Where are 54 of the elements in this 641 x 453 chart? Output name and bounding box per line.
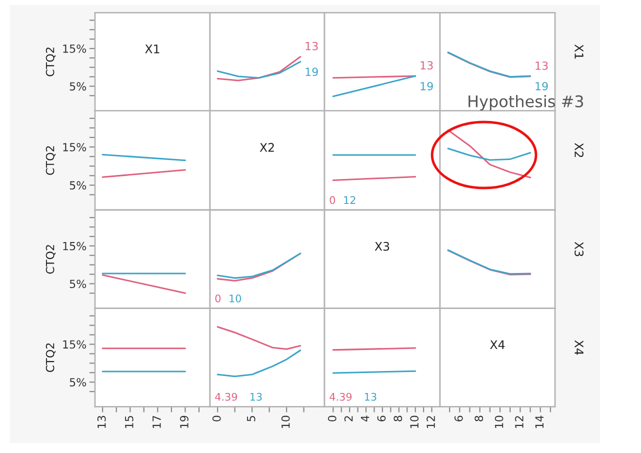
text: X3 bbox=[374, 242, 390, 251]
y2-axis-title: X2 bbox=[574, 142, 584, 158]
y-tick-label: 5% bbox=[70, 280, 86, 288]
x-tick-label: 12 bbox=[515, 416, 524, 428]
series-label: 10 bbox=[230, 294, 242, 302]
series-label: 13 bbox=[250, 392, 262, 401]
x-tick-label: 14 bbox=[535, 416, 544, 428]
series-label: 19 bbox=[420, 82, 433, 90]
x-tick-label: 10 bbox=[281, 416, 290, 428]
x-tick-label: 6 bbox=[377, 416, 386, 422]
text: X2 bbox=[260, 142, 274, 152]
y2-axis-title: X1 bbox=[574, 44, 584, 59]
y2-axis-title: X3 bbox=[574, 242, 584, 256]
y-axis-title: CTQ2 bbox=[46, 48, 56, 76]
series-label: 13 bbox=[536, 61, 548, 70]
x-tick-label: 0 bbox=[212, 416, 221, 422]
x-tick-label: 19 bbox=[180, 416, 188, 428]
series-label: 0 bbox=[330, 196, 336, 204]
annotation: Hypothesis #3 bbox=[468, 95, 584, 110]
series-label: 13 bbox=[364, 392, 376, 401]
y-tick-label: 5% bbox=[70, 181, 86, 190]
x-tick-label: 8 bbox=[394, 416, 402, 422]
y-tick-label: 15% bbox=[63, 142, 86, 152]
x-tick-label: 10 bbox=[494, 416, 504, 428]
x-tick-label: 5 bbox=[247, 416, 256, 422]
x-tick-label: 4 bbox=[360, 416, 370, 422]
y-tick-label: 5% bbox=[70, 378, 86, 386]
x-tick-label: 2 bbox=[344, 416, 353, 422]
text: 12 bbox=[344, 196, 356, 204]
x-tick-label: 17 bbox=[152, 416, 161, 428]
text: X4 bbox=[490, 340, 505, 349]
x-tick-label: 12 bbox=[426, 416, 435, 428]
series-label: 19 bbox=[306, 68, 318, 76]
y-axis-title: CTQ2 bbox=[46, 245, 56, 274]
x-tick-label: 8 bbox=[474, 416, 484, 422]
text: 4.39 bbox=[330, 392, 352, 401]
x-tick-label: 6 bbox=[454, 416, 463, 422]
y-tick-label: 15% bbox=[63, 242, 86, 250]
series-label: 13 bbox=[306, 42, 318, 50]
text: 4.39 bbox=[215, 392, 238, 401]
series-label: 13 bbox=[420, 61, 433, 70]
y-tick-label: 5% bbox=[70, 82, 86, 91]
series-label: 0 bbox=[215, 294, 221, 302]
y-axis-title: CTQ2 bbox=[46, 146, 56, 175]
x-tick-label: 0 bbox=[328, 416, 336, 422]
y2-axis-title: X4 bbox=[574, 340, 584, 355]
y-tick-label: 15% bbox=[63, 340, 86, 349]
series-label: 19 bbox=[536, 82, 548, 90]
x-tick-label: 10 bbox=[410, 416, 419, 428]
x-tick-label: 13 bbox=[97, 416, 106, 428]
y-tick-label: 15% bbox=[63, 44, 86, 53]
x-tick-label: 15 bbox=[125, 416, 134, 428]
y-axis-title: CTQ2 bbox=[46, 343, 56, 372]
text: X1 bbox=[145, 44, 160, 54]
